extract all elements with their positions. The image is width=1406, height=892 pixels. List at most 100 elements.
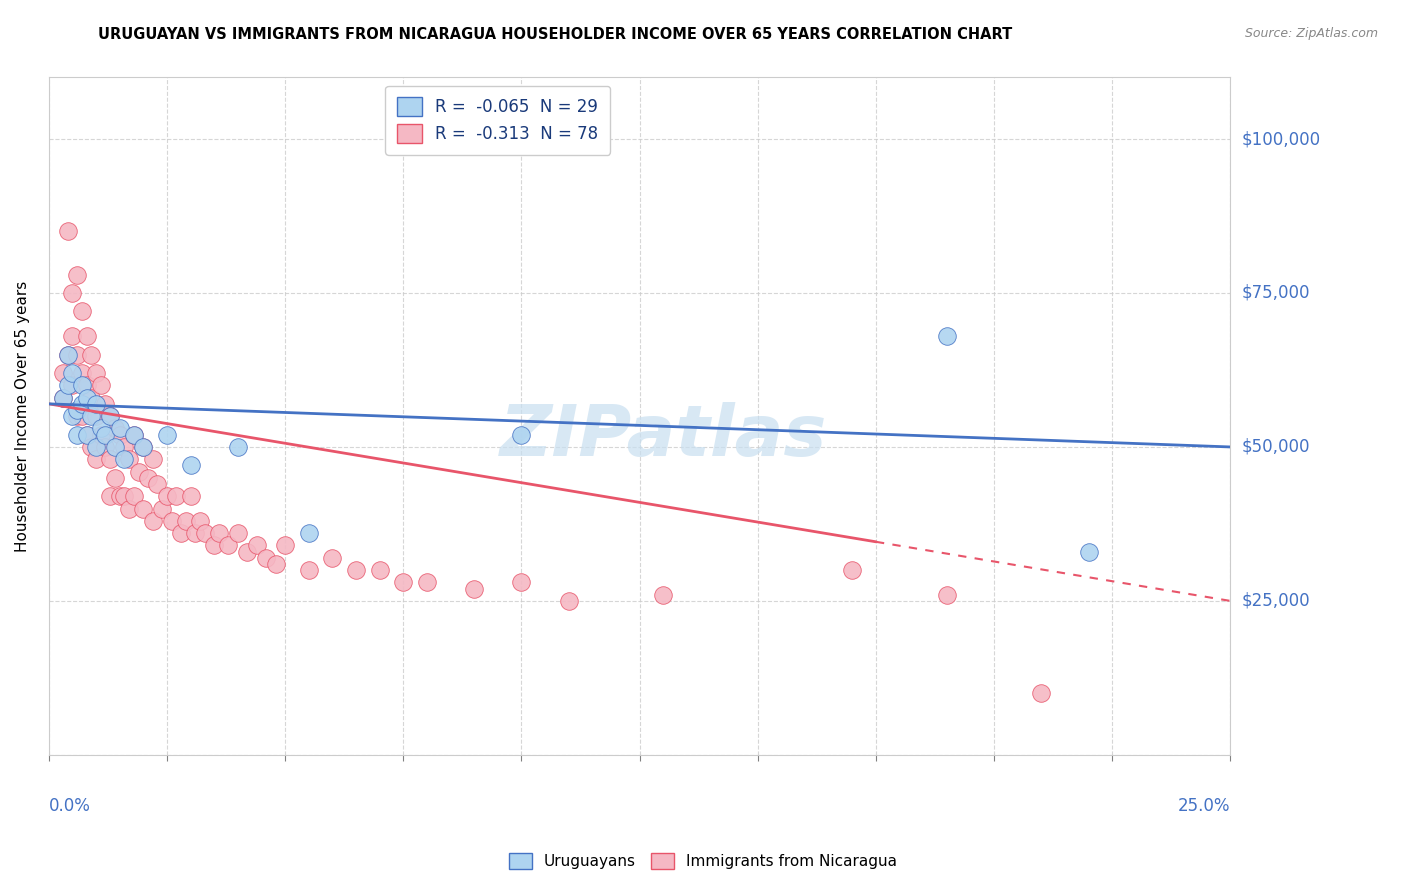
Point xyxy=(652,588,675,602)
Point xyxy=(935,588,957,602)
Text: 25.0%: 25.0% xyxy=(1178,797,1230,814)
Point xyxy=(165,489,187,503)
Point xyxy=(90,421,112,435)
Point xyxy=(56,348,79,362)
Point xyxy=(180,458,202,473)
Point xyxy=(70,409,93,424)
Point xyxy=(156,427,179,442)
Point xyxy=(90,378,112,392)
Point xyxy=(150,501,173,516)
Point xyxy=(66,427,89,442)
Point xyxy=(80,348,103,362)
Point xyxy=(66,403,89,417)
Point xyxy=(66,409,89,424)
Point xyxy=(142,452,165,467)
Point xyxy=(52,366,75,380)
Point xyxy=(298,563,321,577)
Point xyxy=(463,582,485,596)
Point xyxy=(94,440,117,454)
Point xyxy=(226,440,249,454)
Point xyxy=(98,489,121,503)
Point xyxy=(841,563,863,577)
Point xyxy=(202,539,225,553)
Point xyxy=(118,501,141,516)
Point xyxy=(104,440,127,454)
Point xyxy=(56,378,79,392)
Point xyxy=(94,397,117,411)
Point xyxy=(122,427,145,442)
Point xyxy=(132,501,155,516)
Point xyxy=(60,366,83,380)
Point xyxy=(76,427,98,442)
Text: $25,000: $25,000 xyxy=(1241,592,1310,610)
Text: $100,000: $100,000 xyxy=(1241,130,1320,148)
Point xyxy=(217,539,239,553)
Point xyxy=(94,427,117,442)
Point xyxy=(510,575,533,590)
Point xyxy=(104,421,127,435)
Point xyxy=(108,427,131,442)
Point xyxy=(52,391,75,405)
Point xyxy=(60,329,83,343)
Point xyxy=(321,550,343,565)
Text: $75,000: $75,000 xyxy=(1241,284,1310,302)
Point xyxy=(392,575,415,590)
Point xyxy=(128,465,150,479)
Point xyxy=(226,526,249,541)
Point xyxy=(98,409,121,424)
Text: URUGUAYAN VS IMMIGRANTS FROM NICARAGUA HOUSEHOLDER INCOME OVER 65 YEARS CORRELAT: URUGUAYAN VS IMMIGRANTS FROM NICARAGUA H… xyxy=(98,27,1012,42)
Point xyxy=(136,471,159,485)
Point xyxy=(60,285,83,300)
Point xyxy=(70,397,93,411)
Point xyxy=(236,544,259,558)
Point xyxy=(1031,686,1053,700)
Point xyxy=(112,489,135,503)
Point xyxy=(60,409,83,424)
Point xyxy=(90,427,112,442)
Text: 0.0%: 0.0% xyxy=(49,797,90,814)
Point xyxy=(84,397,107,411)
Point xyxy=(60,378,83,392)
Point xyxy=(160,514,183,528)
Point xyxy=(112,452,135,467)
Point xyxy=(108,489,131,503)
Point xyxy=(76,378,98,392)
Point xyxy=(132,440,155,454)
Point xyxy=(98,452,121,467)
Point xyxy=(70,378,93,392)
Point xyxy=(184,526,207,541)
Point xyxy=(1077,544,1099,558)
Point xyxy=(56,348,79,362)
Point xyxy=(557,594,579,608)
Legend: Uruguayans, Immigrants from Nicaragua: Uruguayans, Immigrants from Nicaragua xyxy=(502,847,904,875)
Point xyxy=(104,471,127,485)
Point xyxy=(84,452,107,467)
Point xyxy=(188,514,211,528)
Y-axis label: Householder Income Over 65 years: Householder Income Over 65 years xyxy=(15,281,30,552)
Point xyxy=(80,440,103,454)
Point xyxy=(80,391,103,405)
Point xyxy=(264,557,287,571)
Point xyxy=(56,224,79,238)
Point xyxy=(122,489,145,503)
Point xyxy=(118,452,141,467)
Point xyxy=(98,409,121,424)
Point xyxy=(122,427,145,442)
Point xyxy=(180,489,202,503)
Point xyxy=(66,348,89,362)
Point xyxy=(156,489,179,503)
Point xyxy=(298,526,321,541)
Point xyxy=(76,391,98,405)
Point xyxy=(52,391,75,405)
Point xyxy=(170,526,193,541)
Point xyxy=(76,427,98,442)
Point xyxy=(84,440,107,454)
Point xyxy=(416,575,439,590)
Point xyxy=(254,550,277,565)
Point xyxy=(194,526,217,541)
Point xyxy=(108,421,131,435)
Point xyxy=(132,440,155,454)
Point xyxy=(274,539,297,553)
Point xyxy=(76,329,98,343)
Point xyxy=(935,329,957,343)
